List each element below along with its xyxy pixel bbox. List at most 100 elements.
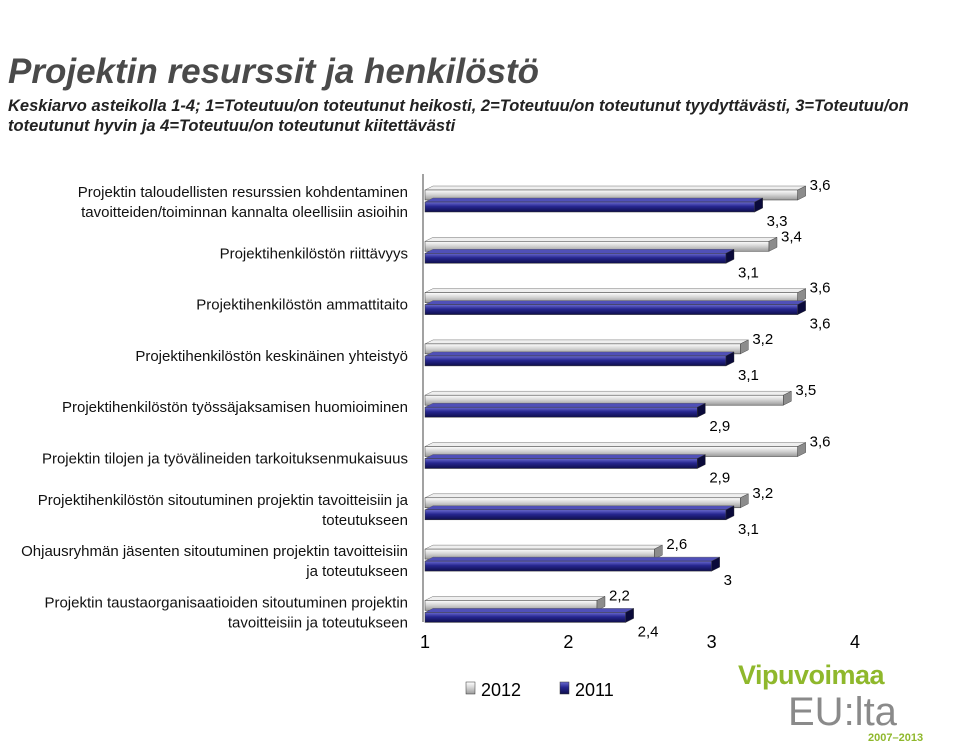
bar-top-face <box>424 596 606 601</box>
legend-swatch <box>559 681 570 695</box>
bar-2011 <box>424 300 806 315</box>
category-label: tavoitteisiin ja toteutukseen <box>228 614 408 631</box>
bar-front-face <box>424 612 626 623</box>
bar-2011 <box>424 608 634 623</box>
bar-end-cap <box>797 185 806 201</box>
bar-end-cap <box>768 236 778 252</box>
x-tick-label: 1 <box>420 632 430 652</box>
bar-end-cap <box>754 197 763 213</box>
bar-end-cap <box>596 596 606 611</box>
data-label-2012: 2,2 <box>609 587 630 604</box>
data-label-2011: 3,6 <box>810 316 831 333</box>
bar-2012 <box>424 390 792 406</box>
bar-top-face <box>424 493 749 498</box>
bar-top-face <box>424 249 735 254</box>
data-label-2012: 3,6 <box>810 434 831 451</box>
chart-title: Projektin resurssit ja henkilöstö <box>8 52 539 91</box>
bar-end-cap <box>725 505 735 521</box>
chart-subtitle: Keskiarvo asteikolla 1-4; 1=Toteutuu/on … <box>8 97 909 135</box>
bar-end-cap <box>697 454 706 469</box>
bar-top-face <box>424 237 778 242</box>
bar-end-cap <box>797 442 806 457</box>
bar-front-face <box>424 509 727 521</box>
data-label-2011: 3,3 <box>767 213 788 230</box>
category-label: Projektin taloudellisten resurssien kohd… <box>78 184 408 201</box>
data-label-2012: 3,6 <box>810 177 831 194</box>
bar-front-face <box>424 304 798 315</box>
bar-2011 <box>424 454 706 469</box>
x-tick-label: 3 <box>707 632 717 652</box>
data-label-2011: 3,1 <box>738 367 759 384</box>
category-label: Projektihenkilöstön sitoutuminen projekt… <box>38 492 409 509</box>
legend-item-2012: 2012 <box>465 680 521 700</box>
bar-top-face <box>424 454 706 459</box>
bar-2011 <box>424 402 706 418</box>
bar-top-face <box>424 197 763 203</box>
bar-2012 <box>424 288 806 303</box>
bar-end-cap <box>725 351 735 367</box>
data-label-2012: 3,6 <box>810 280 831 297</box>
data-label-2012: 3,2 <box>752 331 773 348</box>
bar-top-face <box>424 442 806 447</box>
bar-top-face <box>424 608 634 613</box>
bar-front-face <box>424 406 698 418</box>
bar-top-face <box>424 300 806 305</box>
data-label-2012: 2,6 <box>666 536 687 553</box>
legend-swatch <box>465 681 476 695</box>
legend-label: 2012 <box>481 680 521 700</box>
category-label: Projektihenkilöstön keskinäinen yhteisty… <box>135 348 408 365</box>
legend-label: 2011 <box>575 680 614 700</box>
category-label: Projektin tilojen ja työvälineiden tarko… <box>42 451 408 468</box>
logo-middle-text: EU:lta <box>788 690 897 734</box>
category-label: toteutukseen <box>322 512 408 529</box>
data-label-2011: 2,9 <box>709 470 730 487</box>
data-label-2011: 3 <box>724 572 732 589</box>
vipuvoimaa-eu-logo: Vipuvoimaa EU:lta 2007–2013 <box>738 660 938 744</box>
bar-end-cap <box>797 288 806 303</box>
bar-end-cap <box>697 402 706 418</box>
bar-end-cap <box>740 493 749 509</box>
bar-front-face <box>424 458 698 469</box>
bar-top-face <box>424 505 735 510</box>
bar-top-face <box>424 185 806 191</box>
data-label-2012: 3,5 <box>795 382 816 399</box>
data-label-2012: 3,2 <box>752 485 773 502</box>
bar-end-cap <box>725 248 735 264</box>
bar-end-cap <box>625 608 634 623</box>
bar-2012 <box>424 596 606 611</box>
bar-2012 <box>424 544 663 560</box>
category-label: ja toteutukseen <box>305 563 408 580</box>
bar-top-face <box>424 288 806 293</box>
bar-end-cap <box>654 544 663 560</box>
category-label: Projektihenkilöstön ammattitaito <box>196 297 408 314</box>
bar-2011 <box>424 351 735 367</box>
bar-2011 <box>424 556 720 572</box>
bar-end-cap <box>740 339 749 355</box>
bar-top-face <box>424 556 720 562</box>
bar-2011 <box>424 197 763 213</box>
category-label: Projektihenkilöstön riittävyys <box>220 245 408 262</box>
category-label: Ohjausryhmän jäsenten sitoutuminen proje… <box>21 543 408 560</box>
bar-top-face <box>424 339 749 345</box>
bar-2011 <box>424 505 735 521</box>
bar-end-cap <box>783 390 792 406</box>
category-label: Projektihenkilöstön työssäjaksamisen huo… <box>62 399 408 416</box>
bar-front-face <box>424 560 712 572</box>
bar-front-face <box>424 355 727 367</box>
bar-end-cap <box>711 556 720 572</box>
category-label: Projektin taustaorganisaatioiden sitoutu… <box>44 594 408 611</box>
bar-top-face <box>424 391 792 396</box>
x-tick-label: 4 <box>850 632 860 652</box>
data-label-2011: 2,9 <box>709 418 730 435</box>
x-tick-label: 2 <box>563 632 573 652</box>
bar-2011 <box>424 248 735 264</box>
logo-bottom-text: 2007–2013 <box>868 732 924 744</box>
bar-top-face <box>424 351 735 357</box>
data-label-2012: 3,4 <box>781 228 802 245</box>
data-label-2011: 2,4 <box>638 623 659 640</box>
logo-top-text: Vipuvoimaa <box>738 660 885 690</box>
category-label: tavoitteiden/toiminnan kannalta oleellis… <box>81 204 408 221</box>
data-label-2011: 3,1 <box>738 521 759 538</box>
bar-end-cap <box>797 300 806 315</box>
